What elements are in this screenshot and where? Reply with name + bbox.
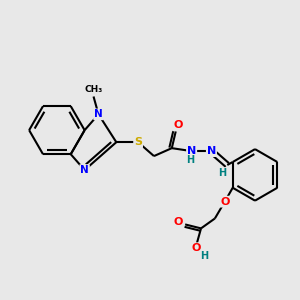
Text: CH₃: CH₃ xyxy=(84,85,103,94)
Text: N: N xyxy=(187,146,196,156)
Text: O: O xyxy=(191,243,201,253)
Text: H: H xyxy=(187,155,195,165)
Text: N: N xyxy=(207,146,216,156)
Text: H: H xyxy=(200,251,208,261)
Text: O: O xyxy=(220,196,230,207)
Text: N: N xyxy=(80,165,89,175)
Text: H: H xyxy=(218,168,226,178)
Text: S: S xyxy=(134,137,142,147)
Text: O: O xyxy=(173,218,183,227)
Text: O: O xyxy=(173,120,182,130)
Text: N: N xyxy=(94,109,103,119)
